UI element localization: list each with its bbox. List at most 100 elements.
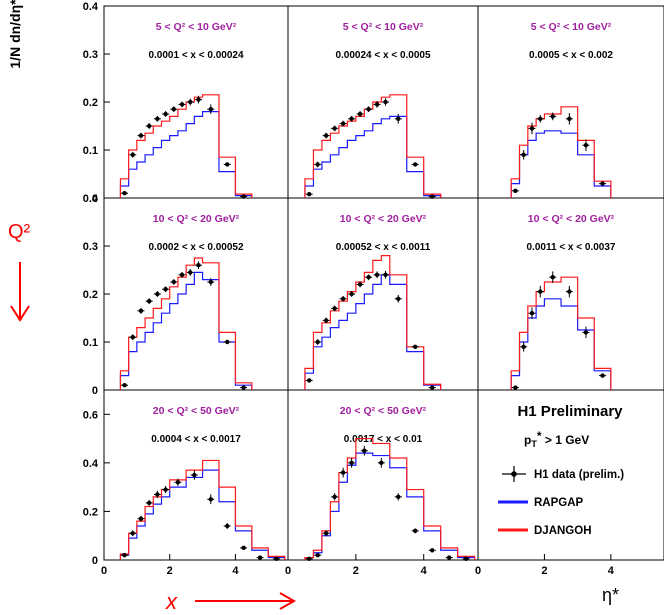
legend-label-rapgap: RAPGAP	[534, 497, 584, 509]
x-tick-label: 2	[353, 565, 359, 577]
data-point	[163, 487, 168, 492]
data-point	[332, 306, 337, 311]
x-tick-label: 2	[167, 565, 173, 577]
legend-item-djangoh: DJANGOH	[498, 525, 592, 537]
data-point	[241, 194, 246, 199]
data-point	[413, 528, 418, 534]
data-point	[274, 556, 279, 561]
data-point	[383, 272, 388, 277]
q2-bin-label: 5 < Q² < 10 GeV²	[343, 21, 424, 33]
data-point	[188, 270, 193, 275]
panel-frame	[103, 197, 289, 391]
data-point	[349, 291, 354, 297]
data-point	[600, 181, 605, 186]
data-point	[225, 523, 230, 529]
data-point	[122, 383, 127, 388]
data-point	[130, 531, 135, 536]
data-point	[567, 116, 572, 122]
x-tick-label: 4	[232, 565, 239, 577]
data-point	[583, 330, 589, 335]
data-point	[413, 344, 418, 349]
djangoh-histogram	[119, 257, 253, 390]
data-point	[179, 102, 185, 107]
data-point	[357, 111, 363, 117]
q2-bin-label: 20 < Q² < 50 GeV²	[153, 405, 240, 417]
data-point	[155, 291, 160, 297]
q2-bin-label: 5 < Q² < 10 GeV²	[531, 21, 612, 33]
data-point	[315, 552, 320, 558]
data-point	[225, 339, 230, 345]
data-point	[429, 548, 435, 553]
data-point	[583, 143, 589, 148]
data-point	[307, 378, 312, 383]
x-bin-label: 0.0011 < x < 0.0037	[527, 242, 616, 253]
data-point	[379, 460, 384, 466]
q2-bin-label: 5 < Q² < 10 GeV²	[156, 21, 237, 33]
y-tick-label: 0.3	[83, 241, 98, 253]
data-point	[374, 272, 380, 277]
data-point	[529, 311, 535, 316]
data-point	[340, 121, 346, 126]
data-point	[130, 335, 135, 340]
x-tick-label: 2	[541, 565, 547, 577]
chart-panel: 10 < Q² < 20 GeV² 0.00052 < x < 0.0011	[304, 213, 442, 390]
x-bin-label: 0.0004 < x < 0.0017	[151, 434, 241, 445]
legend-panel: H1 Preliminary pT* > 1 GeV H1 data (prel…	[498, 403, 624, 537]
legend-item-data: H1 data (prelim.)	[502, 466, 624, 482]
rapgap-histogram	[304, 274, 442, 390]
y-tick-label: 0.4	[83, 458, 99, 470]
data-point	[429, 385, 435, 390]
data-point	[362, 448, 367, 453]
chart-panel: 20 < Q² < 50 GeV² 0.0017 < x < 0.01	[304, 405, 476, 561]
y-tick-label: 0	[92, 555, 98, 567]
panel-grid: 00.10.20.30.400.10.20.30.400.20.40.60 2 4 0…	[83, 1, 664, 577]
data-point	[600, 373, 605, 378]
legend-item-rapgap: RAPGAP	[498, 497, 584, 509]
data-point	[146, 299, 152, 304]
q2-bin-label: 20 < Q² < 50 GeV²	[340, 405, 427, 417]
x-bin-label: 0.00052 < x < 0.0011	[336, 242, 431, 253]
rapgap-histogram	[119, 271, 253, 390]
y-tick-label: 0.1	[83, 337, 98, 349]
data-point	[357, 282, 363, 287]
data-point	[315, 339, 320, 345]
x-bin-label: 0.0017 < x < 0.01	[344, 434, 423, 445]
data-point	[163, 111, 168, 117]
data-point	[323, 318, 329, 323]
data-point	[130, 152, 135, 157]
data-point	[171, 107, 177, 112]
data-point	[138, 133, 144, 138]
data-point	[383, 99, 388, 105]
x-tick-label: 0	[285, 565, 291, 577]
data-point	[196, 263, 201, 268]
data-point	[413, 162, 418, 167]
djangoh-histogram	[304, 437, 476, 560]
data-point	[446, 555, 452, 560]
data-point	[138, 308, 144, 313]
data-point	[315, 162, 320, 167]
chart-panel: 20 < Q² < 50 GeV² 0.0004 < x < 0.0017	[119, 405, 286, 561]
y-tick-label: 0.2	[83, 97, 98, 109]
q2-down-arrow-icon	[10, 262, 30, 322]
rapgap-histogram	[510, 130, 612, 198]
x-axis-label: η*	[602, 585, 619, 605]
data-point	[567, 289, 572, 294]
djangoh-histogram	[119, 94, 253, 198]
x-bin-label: 0.0001 < x < 0.00024	[148, 50, 244, 61]
chart-panel: 5 < Q² < 10 GeV² 0.0001 < x < 0.00024	[119, 21, 253, 199]
data-point	[163, 287, 168, 292]
preliminary-label: H1 Preliminary	[517, 403, 623, 420]
data-point	[340, 296, 346, 301]
rapgap-histogram	[510, 298, 612, 390]
q2-bin-label: 10 < Q² < 20 GeV²	[153, 213, 240, 225]
data-point	[323, 133, 329, 138]
data-point	[225, 162, 230, 167]
x-right-arrow-icon	[195, 592, 297, 610]
data-point	[122, 191, 127, 196]
pt-cut-label: pT* > 1 GeV	[524, 429, 589, 449]
data-point	[307, 191, 312, 197]
legend-data-point	[511, 471, 517, 477]
data-point	[513, 188, 518, 193]
data-point	[208, 107, 213, 112]
